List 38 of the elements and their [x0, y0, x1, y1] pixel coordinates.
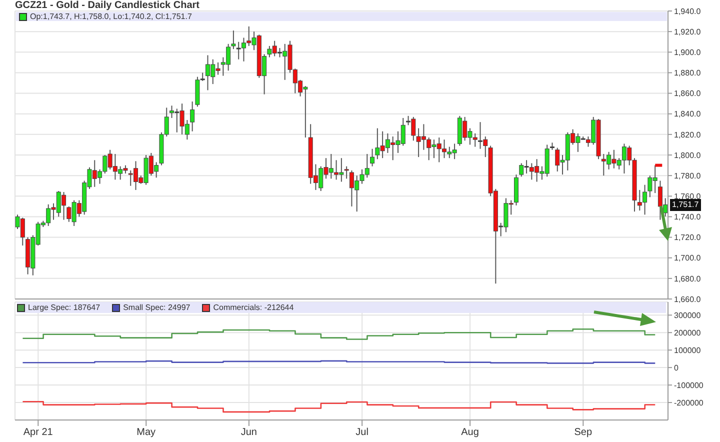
candlestick: [370, 148, 375, 167]
y-tick-label: 1,760.0: [674, 192, 702, 201]
y-tick-label: 1,800.0: [674, 150, 702, 160]
annotation: 1,751.7: [670, 198, 701, 211]
y-tick-label: 1,920.0: [674, 27, 702, 36]
y-tick-label: 1,820.0: [674, 130, 702, 140]
y-tick-label: 1,900.0: [674, 48, 702, 57]
y-tick-label: 1,860.0: [674, 89, 702, 98]
x-tick-label: Jun: [240, 427, 258, 438]
header-panel: Op:1,743.7, H:1,758.0, Lo:1,740.2, Cl:1,751.7: [16, 12, 667, 21]
annotation: Op:1,743.7, H:1,758.0, Lo:1,740.2, Cl:1,751.7: [30, 12, 192, 21]
y-tick-label: 1,780.0: [674, 171, 702, 180]
y-tick-label: 0: [674, 363, 679, 372]
legend-label: Large Spec: 187647: [27, 303, 100, 312]
y-tick-label: 1,880.0: [674, 68, 702, 78]
legend-label: Small Spec: 24997: [122, 303, 190, 312]
y-tick-label: -200000: [674, 398, 704, 408]
y-tick-label: 1,700.0: [674, 254, 702, 263]
legend-label: Commercials: -212644: [212, 303, 294, 312]
y-tick-label: 1,680.0: [674, 274, 702, 284]
y-tick-label: 1,740.0: [674, 212, 702, 222]
y-tick-label: 1,660.0: [674, 294, 702, 304]
chart-title: GCZ21 - Gold - Daily Candlestick Chart: [15, 0, 200, 11]
candlestick: [344, 166, 349, 180]
x-tick-label: Jul: [356, 427, 368, 438]
y-tick-label: -100000: [674, 380, 704, 390]
x-tick-label: Aug: [461, 427, 479, 438]
x-tick-label: Sep: [574, 427, 592, 438]
x-tick-label: May: [136, 427, 156, 438]
y-tick-label: 1,940.0: [674, 6, 702, 16]
y-tick-label: 100000: [674, 346, 702, 355]
candlestick: [190, 101, 195, 132]
y-tick-label: 1,840.0: [674, 110, 702, 119]
x-tick-label: Apr 21: [23, 427, 54, 438]
y-tick-label: 300000: [674, 310, 702, 320]
y-tick-label: 1,720.0: [674, 233, 702, 242]
candlestick: [231, 30, 236, 50]
y-tick-label: 200000: [674, 328, 702, 338]
